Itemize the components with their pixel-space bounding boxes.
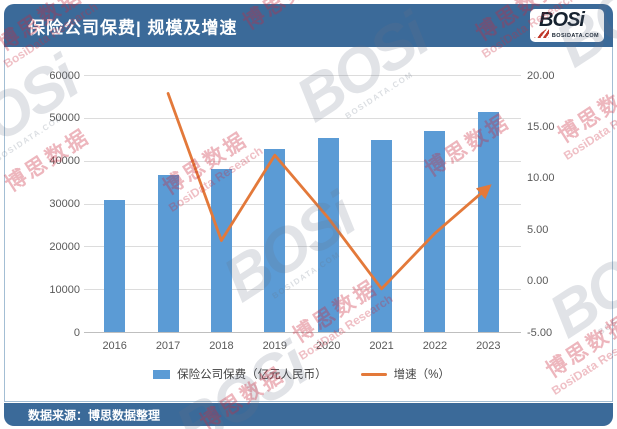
x-axis-label-2020: 2020	[315, 340, 341, 352]
bosi-logo-text: BOSi	[539, 9, 585, 31]
y-axis-left-tick: 0	[73, 326, 80, 339]
y-axis-right-tick: 20.00	[527, 69, 555, 82]
legend-line-label: 增速（%）	[393, 369, 450, 381]
header-bar: 保险公司保费| 规模及增速 BOSi BOSIDATA.COM	[4, 4, 613, 47]
y-axis-left-tick: 30000	[49, 198, 80, 210]
bar-2019	[264, 149, 286, 332]
x-axis-label-2019: 2019	[262, 340, 288, 352]
legend-bar-swatch	[153, 369, 171, 379]
gridline	[84, 75, 521, 76]
y-axis-left-tick: 60000	[49, 69, 80, 82]
bar-2018	[210, 169, 232, 332]
y-axis-right-tick: 15.00	[527, 120, 555, 133]
x-axis-label-2017: 2017	[155, 340, 181, 352]
gridline	[84, 289, 521, 291]
y-axis-right-tick: 0.00	[527, 275, 549, 288]
y-axis-left-tick: 40000	[49, 155, 80, 168]
y-axis-right-tick: 10.00	[527, 172, 555, 185]
bar-2021	[371, 139, 393, 332]
y-axis-left-tick: 10000	[49, 283, 80, 296]
x-axis-label-2018: 2018	[209, 340, 234, 352]
bar-2022	[424, 130, 446, 332]
gridline	[84, 160, 521, 162]
x-axis-label-2021: 2021	[369, 340, 394, 352]
gridline	[84, 246, 521, 248]
gridline	[84, 203, 521, 205]
bosi-logo-site: BOSIDATA.COM	[551, 33, 599, 39]
x-axis-label-2022: 2022	[422, 340, 448, 352]
bar-2023	[477, 112, 499, 332]
page-title: 保险公司保费| 规模及增速	[28, 18, 238, 37]
y-axis-left-tick: 20000	[49, 240, 80, 253]
gridline	[84, 332, 521, 333]
x-axis-label-2016: 2016	[102, 340, 127, 352]
bar-2016	[104, 199, 126, 332]
x-axis-label-2023: 2023	[476, 340, 501, 352]
footer-bar: 数据来源：博思数据整理	[4, 403, 613, 426]
legend-bar-label: 保险公司保费（亿元人民币）	[177, 369, 327, 381]
bosi-logo: BOSi BOSIDATA.COM	[530, 9, 604, 42]
bosi-flag-icon	[534, 27, 549, 38]
bar-2020	[317, 138, 339, 332]
bar-2017	[157, 175, 179, 332]
legend-line-swatch	[360, 372, 387, 376]
legend: 保险公司保费（亿元人民币） 增速（%）	[88, 366, 515, 382]
y-axis-left-tick: 50000	[49, 112, 80, 125]
y-axis-right-tick: 5.00	[527, 223, 549, 236]
gridline	[84, 117, 521, 119]
data-source-text: 数据来源：博思数据整理	[28, 408, 161, 422]
legend-item-premium: 保险公司保费（亿元人民币）	[153, 366, 327, 382]
legend-item-growth: 增速（%）	[360, 366, 450, 382]
y-axis-right-tick: -5.00	[527, 326, 553, 339]
